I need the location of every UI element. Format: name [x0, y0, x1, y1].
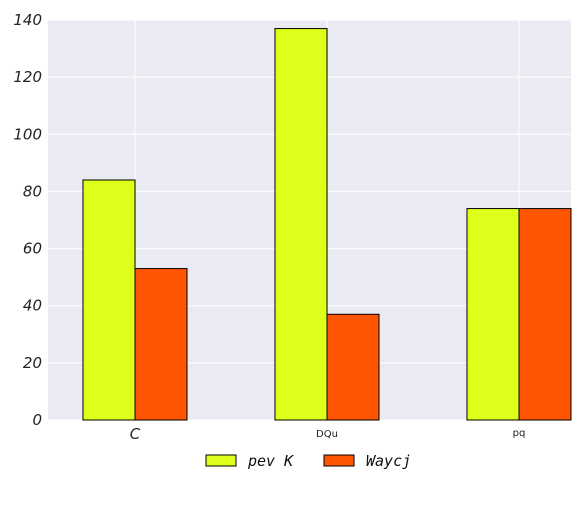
- legend-label-waycj: Waycj: [366, 452, 411, 470]
- y-tick-label: 40: [23, 297, 42, 315]
- x-tick-label-pq: pq: [513, 428, 526, 439]
- bar: [274, 28, 328, 421]
- bar: [326, 313, 380, 421]
- x-tick-label-dqu: DQu: [316, 429, 338, 440]
- y-axis: 0 20 40 60 80 100 120 140: [13, 11, 42, 429]
- y-tick-label: 20: [23, 354, 42, 372]
- x-axis: C DQu pq: [130, 425, 526, 443]
- y-tick-label: 140: [13, 11, 42, 29]
- bars: [82, 28, 572, 421]
- bar: [518, 208, 572, 421]
- y-tick-label: 0: [32, 411, 42, 429]
- legend: pev K Waycj: [205, 452, 411, 470]
- legend-swatch-waycj: [323, 454, 355, 467]
- y-tick-label: 100: [13, 125, 42, 143]
- y-tick-label: 80: [23, 182, 42, 200]
- x-tick-label-c: C: [130, 425, 141, 443]
- legend-label-pev-k: pev K: [247, 452, 294, 470]
- legend-swatch-pev-k: [205, 454, 237, 467]
- bar: [82, 179, 136, 421]
- y-tick-label: 120: [13, 68, 42, 86]
- bar: [466, 208, 520, 421]
- bar: [134, 268, 188, 421]
- y-tick-label: 60: [23, 240, 42, 258]
